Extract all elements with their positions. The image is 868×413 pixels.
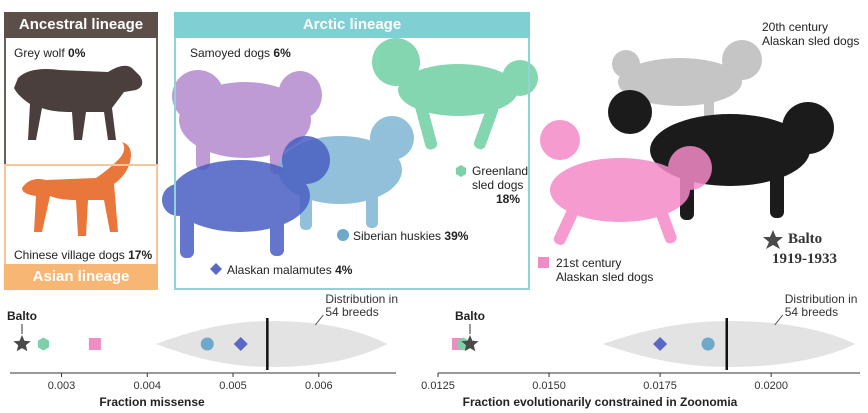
greenland-name-line1: Greenland xyxy=(472,164,529,178)
distribution-leader-1 xyxy=(774,314,784,326)
tick-label-0-2: 0.005 xyxy=(219,380,247,392)
malamute-point-0 xyxy=(233,337,248,351)
balto-illustration xyxy=(608,90,834,220)
tick-label-1-3: 0.0200 xyxy=(754,380,788,392)
samoyed-illustration xyxy=(172,70,322,174)
siberian-value: 39% xyxy=(444,229,469,243)
chinese-village-dog-illustration xyxy=(22,142,131,236)
distribution-leader-0 xyxy=(315,314,324,326)
distribution-label-line-0-1: 54 breeds xyxy=(325,305,378,319)
malamute-name: Alaskan malamutes xyxy=(227,263,332,277)
c21-line1: 21st century xyxy=(556,256,622,270)
balto-name: Balto xyxy=(788,231,823,247)
c20-label: 20th century Alaskan sled dogs xyxy=(762,20,859,48)
distribution-label-line-1-1: 54 breeds xyxy=(785,305,838,319)
greenland-name-line2: sled dogs xyxy=(472,178,524,192)
chinese-village-label: Chinese village dogs 17% xyxy=(14,248,152,262)
distribution-violin-0 xyxy=(155,321,388,367)
grey-wolf-name: Grey wolf xyxy=(14,46,65,60)
balto-years: 1919-1933 xyxy=(772,251,837,267)
asian-lineage-panel xyxy=(4,164,158,290)
c20-line2: Alaskan sled dogs xyxy=(762,34,860,48)
distribution-violin-1 xyxy=(602,321,856,367)
malamute-label: Alaskan malamutes 4% xyxy=(227,263,352,277)
balto-title: Balto xyxy=(788,230,822,248)
siberian-label: Siberian huskies 39% xyxy=(353,229,468,243)
distribution-label-line-0-0: Distribution in xyxy=(325,292,398,306)
grey-wolf-label: Grey wolf 0% xyxy=(14,46,85,60)
chinese-village-name: Chinese village dogs xyxy=(14,248,125,262)
siberian-point-1 xyxy=(701,337,715,351)
asian-lineage-title: Asian lineage xyxy=(4,264,158,290)
grey-wolf-illustration xyxy=(14,65,143,140)
tick-label-1-1: 0.0150 xyxy=(532,380,566,392)
greenland-value: 18% xyxy=(496,192,521,206)
x-axis-label-1: Fraction evolutionarily constrained in Z… xyxy=(463,395,738,409)
arctic-lineage-title: Arctic lineage xyxy=(174,12,530,38)
c21-point-0 xyxy=(88,338,101,350)
malamute-value: 4% xyxy=(335,263,353,277)
tick-label-1-0: 0.0125 xyxy=(421,380,455,392)
distribution-label-line-1-0: Distribution in xyxy=(785,292,858,306)
chinese-village-value: 17% xyxy=(128,248,153,262)
c21-label: 21st century Alaskan sled dogs xyxy=(556,256,653,284)
greenland-label: Greenland sled dogs 18% xyxy=(472,164,528,206)
tick-label-0-3: 0.006 xyxy=(305,380,333,392)
balto-point-1 xyxy=(461,335,479,352)
alaskan-malamute-illustration xyxy=(162,136,330,258)
malamute-point-1 xyxy=(653,337,668,351)
ancestral-lineage-title: Ancestral lineage xyxy=(4,12,158,38)
grey-wolf-value: 0% xyxy=(68,46,86,60)
tick-label-0-1: 0.004 xyxy=(133,380,161,392)
greenland-point-0 xyxy=(37,337,50,351)
c20-line1: 20th century xyxy=(762,20,829,34)
samoyed-value: 6% xyxy=(273,46,291,60)
tick-label-1-2: 0.0175 xyxy=(643,380,677,392)
siberian-name: Siberian huskies xyxy=(353,229,442,243)
balto-point-label-1: Balto xyxy=(455,309,485,323)
balto-point-label-0: Balto xyxy=(7,309,37,323)
c21-sled-dog-illustration xyxy=(540,120,712,246)
tick-label-0-0: 0.003 xyxy=(48,380,76,392)
samoyed-label: Samoyed dogs 6% xyxy=(190,46,291,60)
dog-illustrations xyxy=(14,38,834,258)
siberian-point-0 xyxy=(200,337,214,351)
samoyed-name: Samoyed dogs xyxy=(190,46,271,60)
greenland-dog-illustration xyxy=(372,38,538,150)
balto-point-0 xyxy=(13,335,31,352)
arctic-lineage-panel xyxy=(174,12,530,290)
x-axis-label-0: Fraction missense xyxy=(99,395,205,409)
c21-line2: Alaskan sled dogs xyxy=(556,270,654,284)
